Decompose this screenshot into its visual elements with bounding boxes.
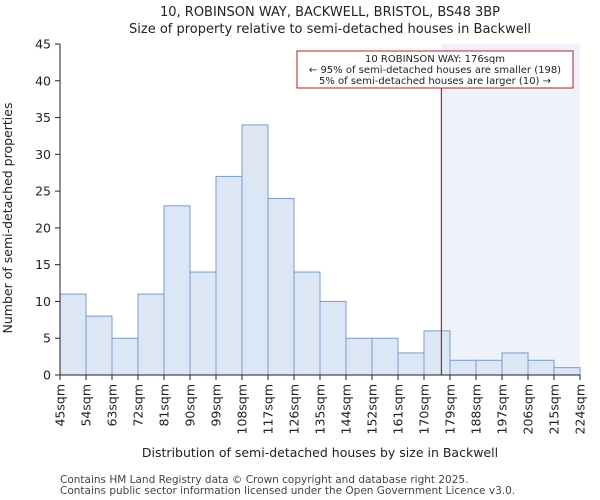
x-tick-label: 135sqm <box>313 384 328 434</box>
y-tick-label: 45 <box>35 37 51 52</box>
histogram-bar <box>293 271 321 376</box>
annotation-border <box>296 50 574 89</box>
histogram-bar <box>241 124 269 376</box>
y-tick-label: 5 <box>43 331 51 346</box>
x-tick-label: 81sqm <box>157 384 172 427</box>
histogram-bar <box>475 359 503 376</box>
histogram-bar <box>59 293 87 376</box>
histogram-bar <box>267 197 295 376</box>
y-tick-label: 15 <box>35 257 51 272</box>
bars-layer <box>59 124 581 376</box>
x-tick-label: 126sqm <box>287 384 302 434</box>
x-tick-label: 99sqm <box>209 384 224 427</box>
histogram-bar <box>319 300 347 376</box>
x-tick-label: 54sqm <box>79 384 94 427</box>
y-ticks: 0 5 10 15 20 25 30 35 40 45 <box>35 37 60 383</box>
x-tick-label: 161sqm <box>391 384 406 434</box>
y-tick-label: 10 <box>35 294 51 309</box>
histogram-bar <box>397 352 425 376</box>
histogram-bar <box>371 337 399 376</box>
x-tick-label: 90sqm <box>183 384 198 427</box>
x-tick-label: 170sqm <box>417 384 432 434</box>
x-tick-label: 63sqm <box>105 384 120 427</box>
annotation-line-3: 5% of semi-detached houses are larger (1… <box>319 76 551 87</box>
x-ticks: 45sqm 54sqm 63sqm 72sqm 81sqm 90sqm 99sqm 108sq… <box>53 375 588 434</box>
x-tick-label: 206sqm <box>521 384 536 434</box>
x-tick-label: 215sqm <box>547 384 562 434</box>
footer-line-1: Contains HM Land Registry data © Crown c… <box>60 474 468 486</box>
y-tick-label: 0 <box>43 368 51 383</box>
histogram-bar <box>111 337 139 376</box>
x-tick-label: 144sqm <box>339 384 354 434</box>
histogram-bar <box>423 330 451 376</box>
x-tick-label: 72sqm <box>131 384 146 427</box>
larger-properties-region <box>441 44 580 375</box>
annotation-box: 10 ROBINSON WAY: 176sqm ← 95% of semi-de… <box>296 50 574 89</box>
y-tick-label: 25 <box>35 184 51 199</box>
y-tick-label: 20 <box>35 220 51 235</box>
histogram-bar <box>501 352 529 376</box>
x-tick-label: 152sqm <box>365 384 380 434</box>
x-tick-label: 117sqm <box>261 384 276 434</box>
y-tick-label: 35 <box>35 110 51 125</box>
chart-subtitle: Size of property relative to semi-detach… <box>129 22 531 37</box>
x-tick-label: 188sqm <box>469 384 484 434</box>
histogram-bar <box>345 337 373 376</box>
chart-title: 10, ROBINSON WAY, BACKWELL, BRISTOL, BS4… <box>160 5 500 20</box>
histogram-bar <box>553 367 581 376</box>
footer-line-2: Contains public sector information licen… <box>60 485 515 497</box>
histogram-bar <box>163 205 191 376</box>
annotation-line-1: 10 ROBINSON WAY: 176sqm <box>365 54 505 65</box>
x-tick-label: 108sqm <box>235 384 250 434</box>
histogram-bar <box>137 293 165 376</box>
x-axis-label: Distribution of semi-detached houses by … <box>142 445 498 460</box>
y-axis-label: Number of semi-detached properties <box>0 103 15 334</box>
y-tick-label: 40 <box>35 73 51 88</box>
annotation-line-2: ← 95% of semi-detached houses are smalle… <box>309 65 561 76</box>
larger-region-layer <box>441 44 580 375</box>
x-tick-label: 45sqm <box>53 384 68 427</box>
histogram-bar <box>189 271 217 376</box>
x-tick-label: 179sqm <box>443 384 458 434</box>
x-tick-label: 224sqm <box>573 384 588 434</box>
histogram-bar <box>85 315 113 376</box>
histogram-bar <box>215 175 243 376</box>
histogram-bar <box>449 359 477 376</box>
x-tick-label: 197sqm <box>495 384 510 434</box>
histogram-bar <box>527 359 555 376</box>
y-tick-label: 30 <box>35 147 51 162</box>
